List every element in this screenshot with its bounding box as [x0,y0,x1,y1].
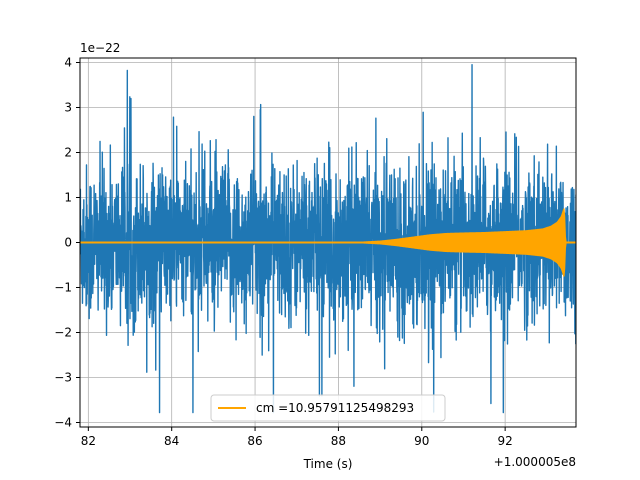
x-tick-label: 84 [164,434,179,448]
x-tick-label: 90 [414,434,429,448]
legend-box [210,394,446,422]
legend-label-template: cm =10.95791125498293 [256,401,414,415]
y-tick-label: −4 [54,416,72,430]
x-tick-label: 92 [498,434,513,448]
legend: cm =10.95791125498293 [210,394,446,422]
y-tick-label: 3 [64,101,72,115]
x-tick-label: 86 [247,434,262,448]
y-tick-label: 2 [64,146,72,160]
y-scale-label: 1e−22 [80,41,120,55]
x-tick-label: 82 [81,434,96,448]
y-axis-ticks: −4 −3 −2 −1 0 1 2 3 4 [54,56,80,430]
y-tick-label: −1 [54,281,72,295]
x-tick-label: 88 [331,434,346,448]
x-axis-label: Time (s) [303,457,353,471]
y-tick-label: 4 [64,56,72,70]
y-tick-label: −2 [54,326,72,340]
x-offset-label: +1.000005e8 [494,455,576,469]
x-axis-ticks: 82 84 86 88 90 92 [81,427,513,448]
series-template [80,208,576,277]
y-tick-label: 0 [64,236,72,250]
y-tick-label: −3 [54,371,72,385]
y-tick-label: 1 [64,191,72,205]
